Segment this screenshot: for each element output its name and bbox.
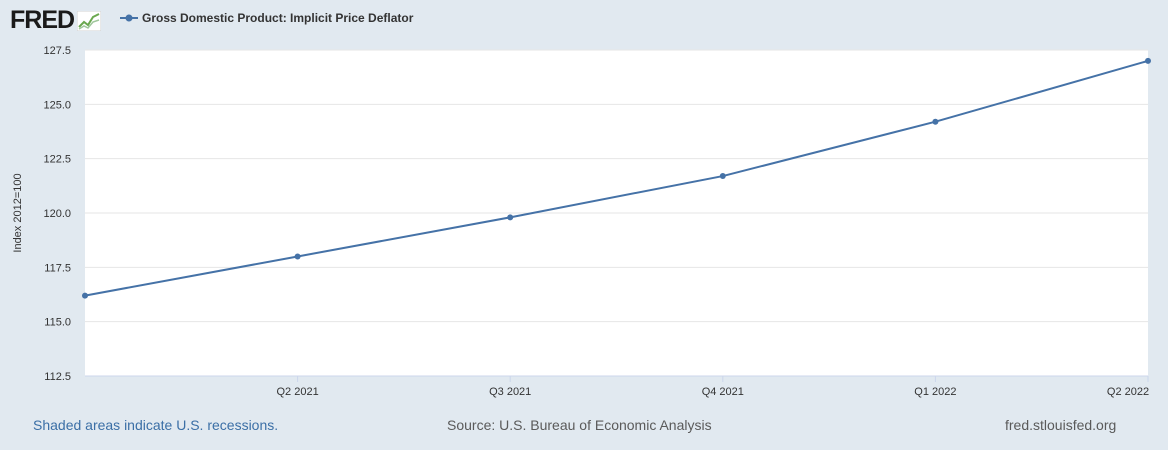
x-tick-label: Q4 2021	[702, 386, 744, 398]
y-tick-label: 122.5	[43, 154, 71, 166]
y-tick-label: 115.0	[44, 317, 71, 329]
y-tick-label: 117.5	[44, 262, 71, 274]
site-link[interactable]: fred.stlouisfed.org	[1005, 417, 1117, 433]
data-point[interactable]	[719, 173, 726, 180]
data-point[interactable]	[294, 253, 301, 260]
y-axis-label: Index 2012=100	[12, 173, 24, 252]
data-point[interactable]	[507, 214, 514, 221]
chart: 112.5 115.0 117.5 120.0 122.5 125.0 127.5 Q2 2…	[12, 45, 1151, 398]
y-axis-ticks: 112.5 115.0 117.5 120.0 122.5 125.0 127.5	[43, 45, 71, 383]
logo-chart-icon	[77, 10, 102, 31]
y-tick-label: 125.0	[43, 99, 71, 111]
fred-logo[interactable]: FRED	[10, 6, 102, 35]
data-point[interactable]	[932, 118, 939, 125]
grid-lines	[85, 49, 1148, 377]
x-tick-label: Q3 2021	[489, 386, 531, 398]
source-note: Source: U.S. Bureau of Economic Analysis	[447, 417, 712, 433]
x-tick-label: Q2 2022	[1107, 386, 1149, 398]
recessions-note: Shaded areas indicate U.S. recessions.	[33, 417, 279, 433]
chart-legend[interactable]: Gross Domestic Product: Implicit Price D…	[120, 11, 413, 25]
logo-text: FRED	[10, 6, 75, 34]
legend-label: Gross Domestic Product: Implicit Price D…	[142, 11, 414, 25]
y-tick-label: 120.0	[43, 208, 71, 220]
data-point[interactable]	[1145, 57, 1151, 64]
y-tick-label: 112.5	[44, 371, 71, 383]
series-points	[82, 57, 1151, 299]
x-tick-label: Q2 2021	[276, 386, 318, 398]
series-line[interactable]	[84, 59, 1149, 297]
x-tick-label: Q1 2022	[914, 386, 956, 398]
y-tick-label: 127.5	[43, 45, 71, 57]
legend-series-marker-icon	[120, 14, 138, 22]
x-axis-ticks: Q2 2021 Q3 2021 Q4 2021 Q1 2022 Q2 2022	[276, 376, 1149, 398]
data-point[interactable]	[82, 292, 88, 299]
